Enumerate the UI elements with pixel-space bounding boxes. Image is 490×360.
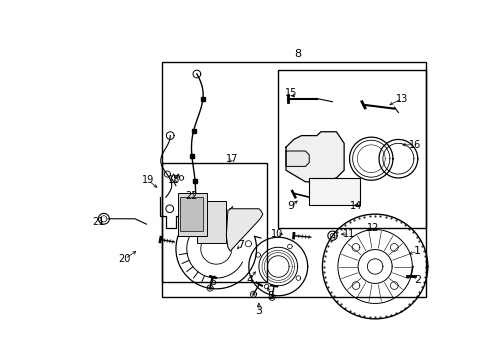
Bar	[177, 193, 207, 236]
Text: 2: 2	[414, 275, 421, 285]
Text: 16: 16	[409, 140, 421, 150]
Text: 6: 6	[209, 277, 216, 287]
Text: 10: 10	[270, 229, 283, 239]
Text: 21: 21	[92, 217, 105, 227]
Text: 18: 18	[168, 175, 180, 185]
Text: 4: 4	[246, 275, 253, 285]
Text: 19: 19	[142, 175, 154, 185]
Text: 14: 14	[350, 202, 362, 211]
Bar	[180, 197, 203, 231]
Text: 20: 20	[119, 254, 131, 264]
Text: 17: 17	[225, 154, 238, 164]
Text: 7: 7	[238, 240, 245, 250]
Bar	[162, 62, 425, 297]
Polygon shape	[286, 132, 344, 182]
Text: 11: 11	[343, 229, 356, 239]
Text: 15: 15	[285, 88, 297, 98]
Bar	[309, 178, 360, 205]
Text: 9: 9	[287, 202, 294, 211]
Bar	[162, 163, 267, 282]
Text: 5: 5	[267, 291, 274, 301]
Polygon shape	[226, 209, 263, 251]
Text: 1: 1	[414, 246, 421, 256]
Text: 22: 22	[185, 191, 197, 201]
Polygon shape	[286, 151, 309, 166]
Text: 8: 8	[294, 49, 301, 59]
Text: 12: 12	[367, 223, 379, 233]
Bar	[278, 70, 425, 228]
Text: 3: 3	[255, 306, 262, 316]
Text: 13: 13	[396, 94, 408, 104]
Bar	[197, 201, 226, 243]
